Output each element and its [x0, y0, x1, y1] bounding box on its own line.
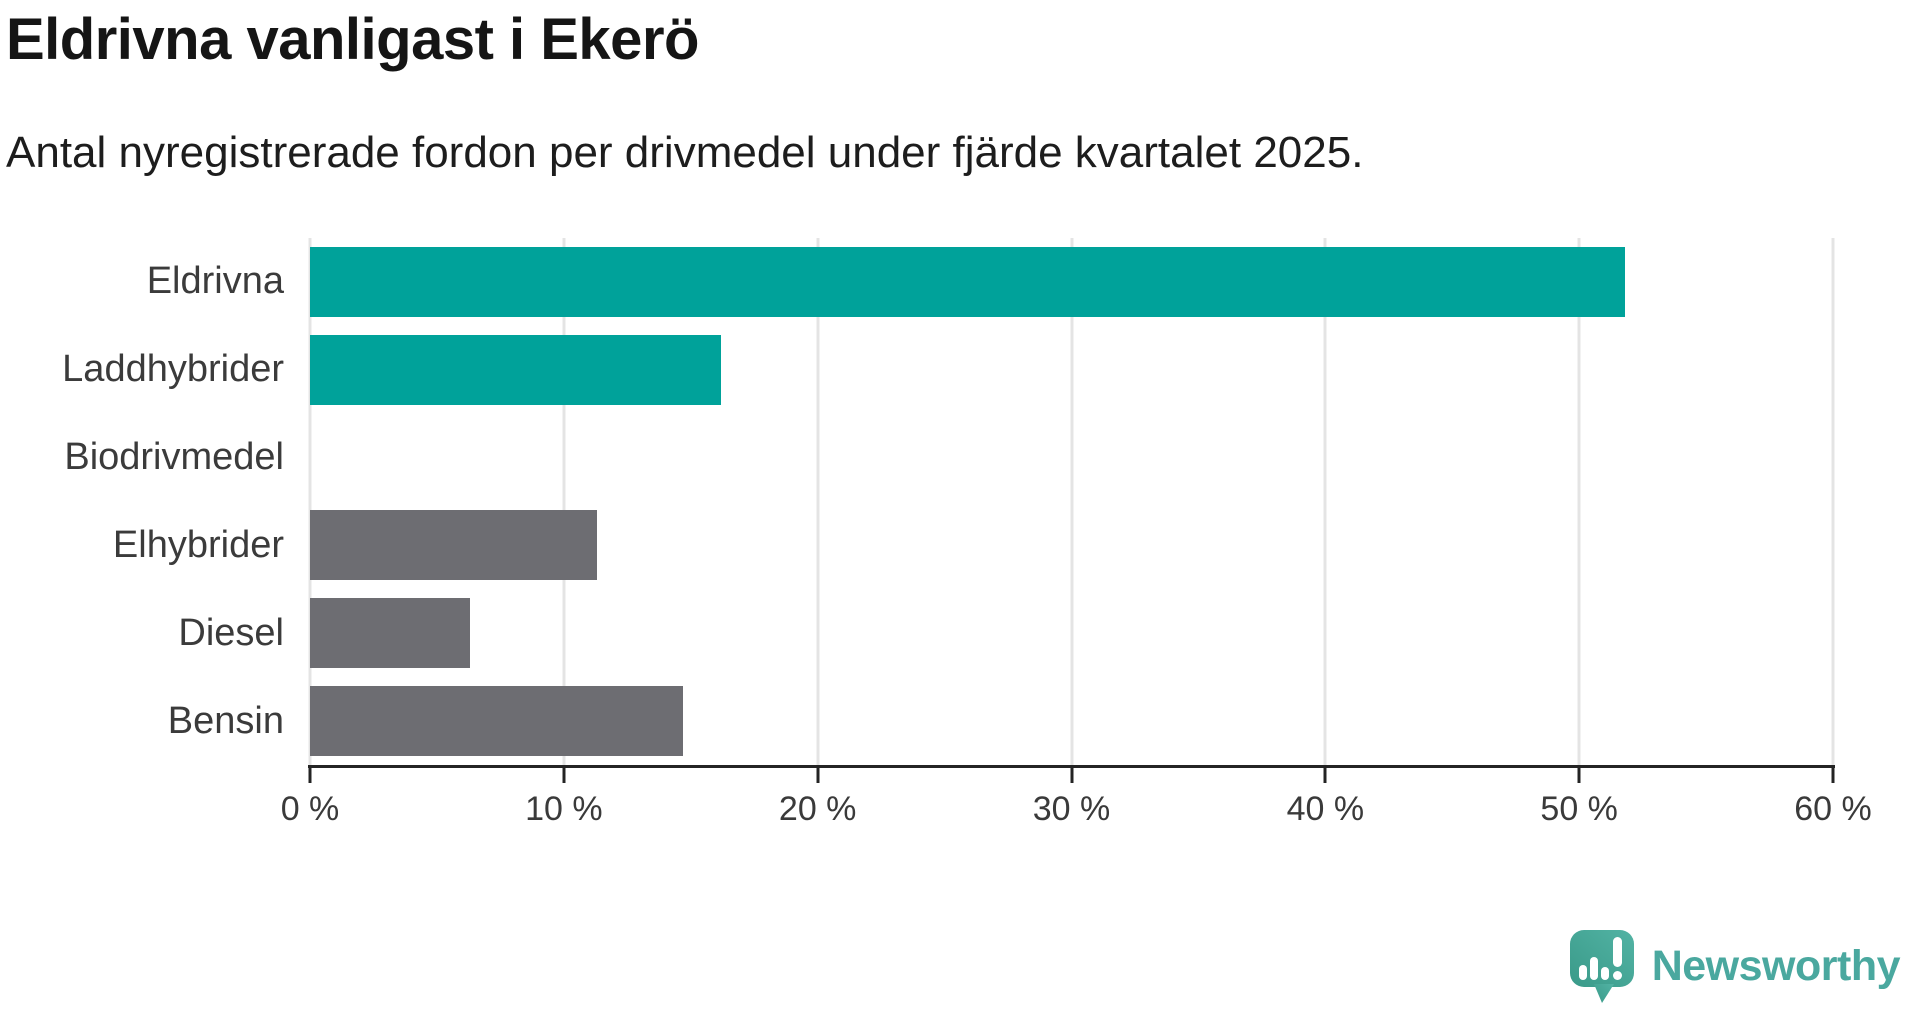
- category-label: Eldrivna: [146, 260, 284, 303]
- axis-tick: [1577, 765, 1581, 783]
- x-axis-ticks: [308, 765, 1835, 783]
- axis-tick: [562, 765, 566, 783]
- bar-row: [310, 589, 1833, 677]
- gridline: [1577, 238, 1581, 765]
- axis-tick-label: 50 %: [1540, 790, 1618, 828]
- axis-tick-label: 20 %: [778, 790, 857, 828]
- chart-title: Eldrivna vanligast i Ekerö: [6, 7, 699, 72]
- chart-subtitle: Antal nyregistrerade fordon per drivmede…: [6, 128, 1364, 177]
- plot-area: [308, 238, 1835, 765]
- axis-tick-label: 0 %: [280, 790, 340, 828]
- gridline: [816, 238, 820, 765]
- bar-laddhybrider: [310, 334, 722, 405]
- bar-eldrivna: [310, 246, 1625, 317]
- bar-diesel: [310, 598, 470, 669]
- axis-tick: [308, 765, 312, 783]
- axis-tick-label: 60 %: [1794, 790, 1872, 828]
- newsworthy-logo-text: Newsworthy: [1651, 941, 1901, 990]
- bar-row: [310, 238, 1833, 326]
- category-labels: Eldrivna Laddhybrider Biodrivmedel Elhybrid…: [0, 238, 284, 765]
- newsworthy-logo: Newsworthy: [1567, 928, 1901, 1004]
- bar-bensin: [310, 686, 684, 757]
- axis-tick-label: 10 %: [525, 790, 603, 828]
- gridline: [1070, 238, 1073, 765]
- x-axis-tick-labels: 0 % 10 % 20 % 30 % 40 % 50 % 60 %: [281, 790, 1872, 834]
- gridline: [1831, 238, 1835, 765]
- category-label: Laddhybrider: [62, 348, 284, 391]
- axis-tick-label: 30 %: [1032, 790, 1111, 828]
- bars-area: [310, 238, 1833, 765]
- bar-row: [310, 501, 1833, 589]
- axis-tick: [1070, 765, 1073, 783]
- category-label: Bensin: [167, 699, 284, 742]
- gridline: [1323, 238, 1327, 765]
- category-label: Elhybrider: [112, 523, 284, 566]
- axis-tick: [1323, 765, 1327, 783]
- bar-row: [310, 326, 1833, 414]
- newsworthy-logo-icon: [1569, 930, 1634, 1003]
- gridline: [308, 238, 312, 765]
- category-label: Biodrivmedel: [64, 436, 284, 479]
- bar-elhybrider: [310, 510, 597, 581]
- category-label: Diesel: [178, 611, 284, 654]
- axis-tick: [1831, 765, 1835, 783]
- bar-row: [310, 677, 1833, 765]
- axis-tick: [816, 765, 820, 783]
- bar-row: [310, 414, 1833, 502]
- axis-tick-label: 40 %: [1286, 790, 1365, 828]
- gridline: [562, 238, 566, 765]
